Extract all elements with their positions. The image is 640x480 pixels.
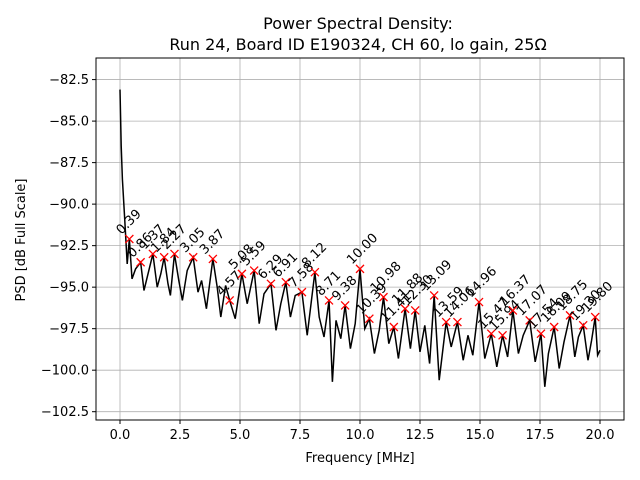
peak-label: 14.96 (463, 264, 500, 301)
x-tick-label: 5.0 (230, 428, 251, 443)
peak-cross (525, 315, 535, 325)
y-tick-label: −85.0 (49, 115, 89, 130)
peak-marker (452, 317, 462, 327)
peak-marker (310, 267, 320, 277)
peak-marker (340, 300, 350, 310)
x-tick-label: 0.0 (110, 428, 131, 443)
y-tick-label: −102.5 (41, 405, 89, 420)
peak-label: 10.00 (344, 231, 381, 268)
y-axis-label: PSD [dB Full Scale] (14, 178, 29, 301)
peak-cross (124, 234, 134, 244)
peak-cross (297, 287, 307, 297)
peak-cross (400, 304, 410, 314)
peak-marker (441, 317, 451, 327)
peak-marker (170, 249, 179, 259)
peak-cross (590, 312, 600, 322)
peak-label: 0.39 (114, 207, 145, 238)
peak-marker (400, 304, 410, 314)
peak-marker (578, 320, 588, 330)
peak-cross (429, 290, 439, 300)
peak-cross (498, 330, 508, 340)
peak-marker (549, 322, 559, 332)
peak-cross (266, 279, 276, 289)
peak-marker (188, 252, 198, 262)
peak-cross (159, 252, 169, 262)
peak-marker (136, 257, 146, 267)
peak-marker (208, 254, 218, 264)
peak-marker (474, 297, 484, 307)
peak-marker (565, 310, 575, 320)
peak-cross (310, 267, 320, 277)
peak-cross (324, 295, 334, 305)
peak-marker (525, 315, 535, 325)
peak-marker (536, 329, 546, 339)
y-tick-label: −95.0 (49, 281, 89, 296)
y-tick-label: −90.0 (49, 198, 89, 213)
peak-cross (355, 264, 365, 274)
peak-marker (225, 295, 235, 305)
y-tick-label: −82.5 (49, 73, 89, 88)
peak-marker (429, 290, 439, 300)
peak-cross (237, 269, 247, 279)
peak-marker (237, 269, 247, 279)
peak-cross (188, 252, 198, 262)
y-tick-label: −97.5 (49, 322, 89, 337)
peak-cross (208, 254, 218, 264)
plot-frame (95, 57, 625, 421)
peak-marker (324, 295, 334, 305)
x-tick-label: 2.5 (170, 428, 191, 443)
peak-cross (565, 310, 575, 320)
chart-title: Power Spectral Density: (263, 14, 453, 33)
peak-cross (536, 329, 546, 339)
peak-cross (410, 305, 420, 315)
y-tick-label: −100.0 (41, 364, 89, 379)
peak-marker (124, 234, 134, 244)
peak-cross (281, 277, 291, 287)
peak-marker (159, 252, 169, 262)
peak-marker (508, 305, 518, 315)
x-tick-label: 15.0 (466, 428, 495, 443)
peak-cross (452, 317, 462, 327)
peak-cross (508, 305, 518, 315)
chart-subtitle: Run 24, Board ID E190324, CH 60, lo gain… (169, 35, 546, 54)
peak-marker (590, 312, 600, 322)
peak-marker (389, 322, 399, 332)
peak-marker (379, 292, 388, 302)
peak-cross (379, 292, 388, 302)
peak-marker (355, 264, 365, 274)
x-tick-label: 10.0 (346, 428, 375, 443)
x-axis-label: Frequency [MHz] (305, 451, 414, 466)
peak-label: 8.12 (299, 240, 330, 271)
peak-cross (340, 300, 350, 310)
peak-marker (410, 305, 420, 315)
peak-marker (148, 249, 158, 259)
peak-cross (486, 329, 496, 339)
x-tick-label: 7.5 (290, 428, 311, 443)
peak-marker (498, 330, 508, 340)
peak-cross (364, 314, 374, 324)
peak-marker (486, 329, 496, 339)
peak-cross (136, 257, 146, 267)
peak-cross (249, 266, 259, 276)
peak-marker (266, 279, 276, 289)
peak-marker (281, 277, 291, 287)
peak-cross (549, 322, 559, 332)
peak-cross (170, 249, 179, 259)
peak-marker (249, 266, 259, 276)
x-tick-label: 17.5 (526, 428, 555, 443)
peak-cross (578, 320, 588, 330)
peak-marker (364, 314, 374, 324)
x-tick-label: 20.0 (586, 428, 615, 443)
y-tick-label: −92.5 (49, 239, 89, 254)
y-tick-label: −87.5 (49, 156, 89, 171)
peak-cross (148, 249, 158, 259)
x-tick-label: 12.5 (406, 428, 435, 443)
peak-marker (297, 287, 307, 297)
peak-cross (441, 317, 451, 327)
peak-cross (225, 295, 235, 305)
peak-cross (389, 322, 399, 332)
peak-cross (474, 297, 484, 307)
